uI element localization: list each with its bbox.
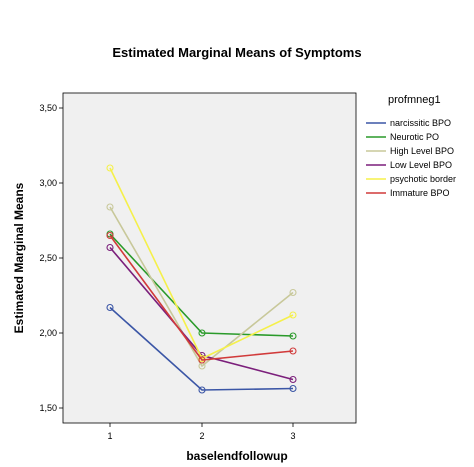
- series-0: [106, 303, 297, 394]
- x-axis-title: baselendfollowup: [186, 449, 287, 463]
- data-point: [106, 231, 114, 240]
- data-point: [106, 203, 114, 211]
- data-point: [289, 384, 297, 393]
- series-line: [109, 167, 294, 360]
- data-point: [106, 164, 114, 172]
- y-tick-label: 3,50: [39, 103, 57, 113]
- legend-item: narcissitic BPO: [366, 118, 451, 128]
- data-point: [198, 329, 206, 337]
- legend-title: profmneg1: [388, 94, 441, 106]
- series-line: [109, 235, 294, 361]
- legend-item: psychotic border: [366, 174, 456, 184]
- series-line: [109, 233, 294, 337]
- y-axis-title: Estimated Marginal Means: [12, 182, 26, 333]
- y-axis: 1,50 2,00 2,50 3,00 3,50: [39, 103, 63, 413]
- series-line: [109, 306, 294, 391]
- legend-label: psychotic border: [390, 174, 456, 184]
- x-tick-label: 2: [199, 431, 204, 441]
- data-point: [106, 303, 114, 312]
- data-point: [106, 243, 114, 252]
- legend-item: High Level BPO: [366, 146, 454, 156]
- x-tick-label: 3: [290, 431, 295, 441]
- series-line: [109, 206, 294, 368]
- chart-title: Estimated Marginal Means of Symptoms: [112, 45, 361, 60]
- legend-label: Low Level BPO: [390, 160, 452, 170]
- legend-label: Immature BPO: [390, 188, 450, 198]
- y-tick-label: 3,00: [39, 178, 57, 188]
- y-tick-label: 1,50: [39, 403, 57, 413]
- plot-area: [62, 92, 357, 424]
- series-layer: [106, 164, 297, 394]
- legend: profmneg1 narcissitic BPO Neurotic PO High…: [366, 94, 456, 198]
- data-point: [198, 386, 206, 394]
- data-point: [198, 356, 206, 364]
- legend-label: Neurotic PO: [390, 132, 439, 142]
- x-axis: 1 2 3: [107, 423, 296, 441]
- data-point: [289, 375, 297, 384]
- legend-item: Neurotic PO: [366, 132, 439, 142]
- x-tick-label: 1: [107, 431, 112, 441]
- data-point: [289, 288, 297, 297]
- legend-label: High Level BPO: [390, 146, 454, 156]
- data-point: [289, 347, 297, 355]
- series-5: [106, 231, 297, 364]
- legend-label: narcissitic BPO: [390, 118, 451, 128]
- y-tick-label: 2,50: [39, 253, 57, 263]
- legend-item: Immature BPO: [366, 188, 450, 198]
- y-tick-label: 2,00: [39, 328, 57, 338]
- data-point: [289, 311, 297, 319]
- legend-item: Low Level BPO: [366, 160, 452, 170]
- data-point: [289, 332, 297, 340]
